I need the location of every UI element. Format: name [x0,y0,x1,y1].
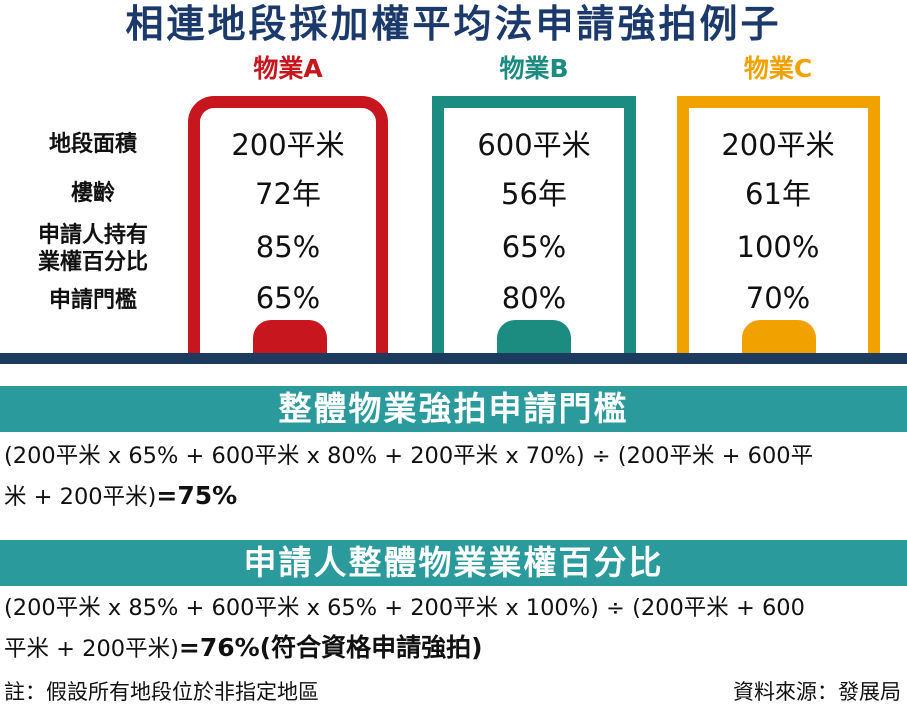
footnote: 註：假設所有地段位於非指定地區 [4,680,319,704]
property-c-ownership: 100% [736,230,820,264]
row-label-ownership-line2: 業權百分比 [37,250,148,275]
property-a-area: 200平米 [231,128,345,162]
formula-ownership-result: =76%(符合資格申請強拍) [178,633,483,662]
formula-ownership-line1: (200平米 x 85% + 600平米 x 65% + 200平米 x 100… [4,595,805,621]
property-c-threshold: 70% [745,281,811,315]
formula-ownership-line2-text: 平米 + 200平米) [4,636,179,662]
property-b-area: 600平米 [477,128,591,162]
property-c-frame [677,96,880,360]
property-c-label: 物業C [743,54,813,83]
property-a-frame-tab [253,96,327,108]
formula-threshold-result: =75% [156,481,238,510]
property-c-age: 61年 [745,177,811,211]
property-c-base-block [742,320,816,356]
source-note: 資料來源：發展局 [733,680,901,704]
row-label-age: 樓齡 [70,181,115,206]
row-label-threshold: 申請門檻 [48,288,137,313]
property-b-frame [432,96,636,360]
baseline-bar [0,353,907,364]
formula-ownership: (200平米 x 85% + 600平米 x 65% + 200平米 x 100… [4,588,904,669]
section-heading-overall-threshold: 整體物業強拍申請門檻 [0,386,907,432]
formula-threshold-line2-text: 米 + 200平米) [4,484,157,510]
property-b-base-block [497,320,571,356]
row-label-ownership-line1: 申請人持有 [37,223,148,248]
section-heading-ownership: 申請人整體物業業權百分比 [0,540,907,586]
property-b-ownership: 65% [501,230,567,264]
page-title: 相連地段採加權平均法申請強拍例子 [125,1,782,46]
formula-ownership-line2: 平米 + 200平米)=76%(符合資格申請強拍) [4,628,904,669]
property-a-age: 72年 [255,177,321,211]
property-b-label: 物業B [499,54,569,83]
property-a-label: 物業A [253,54,323,83]
row-label-area: 地段面積 [48,132,137,157]
property-a-base-block [253,320,327,356]
property-a-frame [188,96,388,360]
property-a-threshold: 65% [255,281,321,315]
property-c-area: 200平米 [721,128,835,162]
formula-threshold-line2: 米 + 200平米)=75% [4,476,904,517]
formula-threshold-line1: (200平米 x 65% + 600平米 x 80% + 200平米 x 70%… [4,443,814,469]
property-b-age: 56年 [501,177,567,211]
property-a-ownership: 85% [255,230,321,264]
property-b-threshold: 80% [501,281,567,315]
formula-threshold: (200平米 x 65% + 600平米 x 80% + 200平米 x 70%… [4,436,904,517]
